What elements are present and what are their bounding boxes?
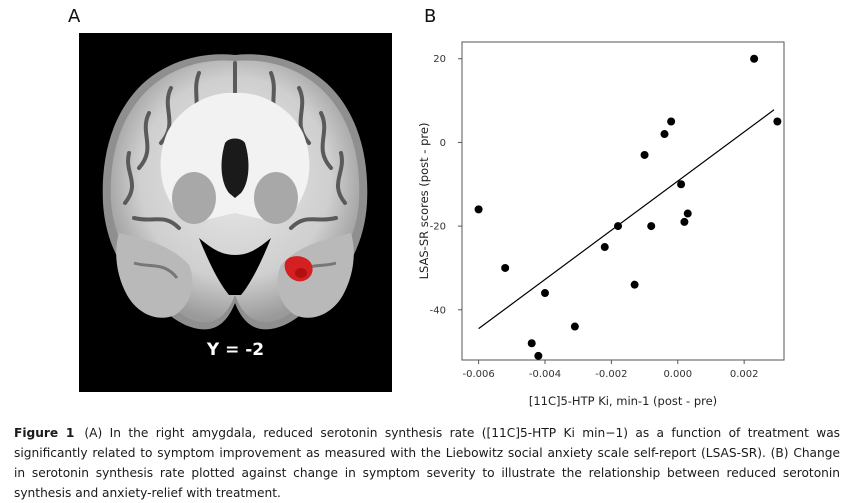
scatter-point	[750, 54, 759, 63]
scatter-point	[773, 117, 782, 126]
scatter-point	[600, 243, 609, 252]
scatter-point	[630, 280, 639, 289]
scatter-point	[680, 217, 689, 226]
scatter-point	[677, 180, 686, 189]
x-tick-label: -0.002	[595, 369, 627, 380]
scatter-plot-svg: -0.006 -0.004 -0.002 0.000 0.002 -40 -20 0 20 […	[417, 41, 785, 408]
scatter-point	[570, 322, 579, 331]
plot-frame	[461, 41, 785, 361]
data-points	[474, 54, 782, 360]
brain-mri-image: Y = -2	[79, 33, 392, 392]
y-tick-label: -20	[430, 222, 446, 233]
caption-text: (A) In the right amygdala, reduced serot…	[14, 426, 841, 500]
brain-slice-drawing	[102, 54, 368, 330]
y-tick-label: 20	[433, 54, 446, 65]
x-tick-label: -0.004	[529, 369, 561, 380]
x-axis-ticks: -0.006 -0.004 -0.002 0.000 0.002	[462, 360, 758, 380]
scatter-point	[667, 117, 676, 126]
scatter-chart: -0.006 -0.004 -0.002 0.000 0.002 -40 -20 0 20 […	[400, 30, 840, 415]
regression-line	[478, 109, 775, 330]
y-tick-label: -40	[430, 305, 446, 316]
y-axis-ticks: -40 -20 0 20	[430, 54, 462, 316]
panel-b-label: B	[424, 6, 437, 27]
scatter-point	[540, 289, 549, 298]
x-tick-label: -0.006	[462, 369, 494, 380]
panel-a-label: A	[68, 6, 81, 27]
scatter-point	[527, 339, 536, 348]
figure-label: Figure 1	[14, 426, 75, 440]
x-tick-label: 0.002	[730, 369, 759, 380]
y-axis-title: LSAS-SR scores (post - pre)	[417, 123, 431, 280]
scatter-point	[501, 263, 510, 272]
scatter-point	[474, 205, 483, 214]
x-axis-title: [11C]5-HTP Ki, min-1 (post - pre)	[529, 394, 717, 408]
scatter-point	[660, 130, 669, 139]
scatter-point	[534, 351, 543, 360]
slice-coordinate-label: Y = -2	[206, 340, 265, 360]
scatter-point	[614, 222, 623, 231]
figure-caption: Figure 1 (A) In the right amygdala, reduc…	[14, 423, 840, 503]
scatter-point	[640, 150, 649, 159]
x-tick-label: 0.000	[663, 369, 692, 380]
scatter-point	[683, 209, 692, 218]
y-tick-label: 0	[440, 138, 446, 149]
scatter-point	[647, 222, 656, 231]
